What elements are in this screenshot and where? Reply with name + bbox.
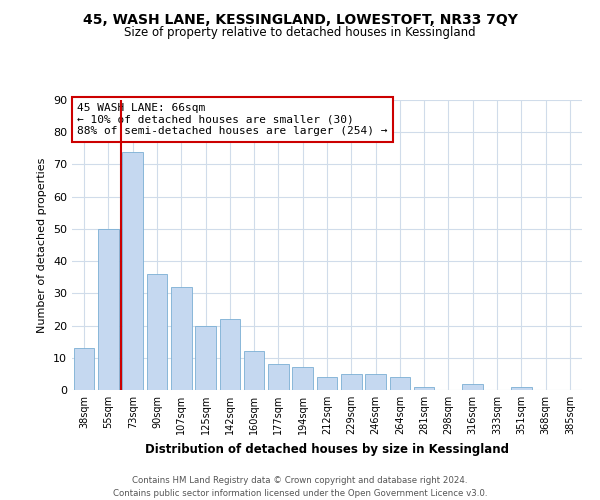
Bar bbox=[171, 287, 191, 390]
Text: Contains HM Land Registry data © Crown copyright and database right 2024.
Contai: Contains HM Land Registry data © Crown c… bbox=[113, 476, 487, 498]
Bar bbox=[195, 326, 216, 390]
Text: Distribution of detached houses by size in Kessingland: Distribution of detached houses by size … bbox=[145, 442, 509, 456]
Bar bbox=[463, 384, 483, 390]
Text: Size of property relative to detached houses in Kessingland: Size of property relative to detached ho… bbox=[124, 26, 476, 39]
Bar bbox=[317, 377, 337, 390]
Bar bbox=[414, 387, 434, 390]
Y-axis label: Number of detached properties: Number of detached properties bbox=[37, 158, 47, 332]
Bar bbox=[292, 368, 313, 390]
Text: 45 WASH LANE: 66sqm
← 10% of detached houses are smaller (30)
88% of semi-detach: 45 WASH LANE: 66sqm ← 10% of detached ho… bbox=[77, 103, 388, 136]
Bar bbox=[365, 374, 386, 390]
Bar bbox=[341, 374, 362, 390]
Bar bbox=[268, 364, 289, 390]
Bar bbox=[220, 319, 240, 390]
Bar bbox=[74, 348, 94, 390]
Bar bbox=[244, 352, 265, 390]
Text: 45, WASH LANE, KESSINGLAND, LOWESTOFT, NR33 7QY: 45, WASH LANE, KESSINGLAND, LOWESTOFT, N… bbox=[83, 12, 517, 26]
Bar bbox=[146, 274, 167, 390]
Bar bbox=[98, 229, 119, 390]
Bar bbox=[389, 377, 410, 390]
Bar bbox=[122, 152, 143, 390]
Bar bbox=[511, 387, 532, 390]
